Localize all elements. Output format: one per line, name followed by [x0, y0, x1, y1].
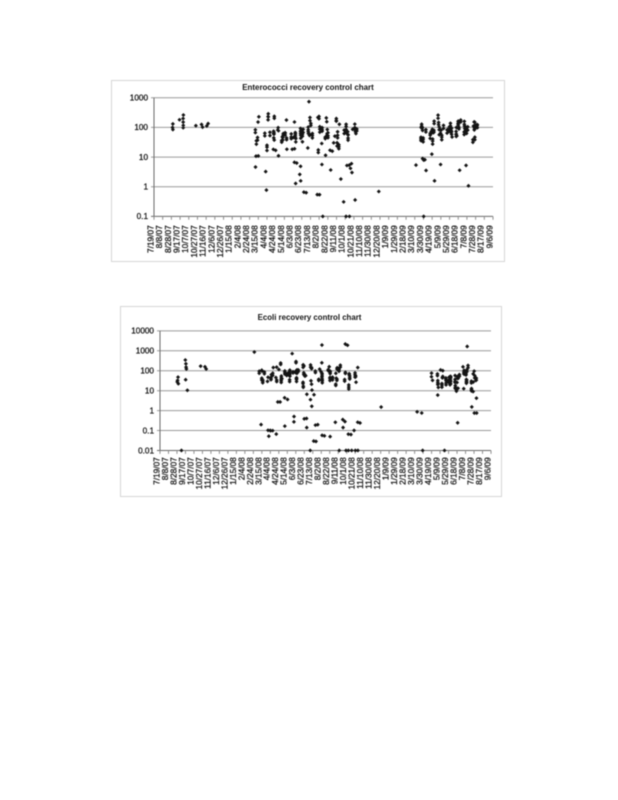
- svg-text:5/9/09: 5/9/09: [432, 225, 442, 248]
- svg-text:1: 1: [149, 406, 154, 415]
- svg-text:2/18/09: 2/18/09: [398, 457, 408, 485]
- svg-text:5/29/09: 5/29/09: [440, 457, 450, 485]
- svg-text:1: 1: [143, 183, 148, 192]
- svg-text:10/21/08: 10/21/08: [345, 225, 355, 258]
- svg-text:10/27/07: 10/27/07: [194, 457, 204, 490]
- svg-text:1/29/09: 1/29/09: [389, 457, 399, 485]
- svg-text:4/19/09: 4/19/09: [423, 457, 433, 485]
- svg-text:8/17/09: 8/17/09: [476, 225, 486, 253]
- svg-text:100: 100: [134, 123, 148, 132]
- svg-text:9/6/09: 9/6/09: [482, 457, 492, 480]
- svg-text:11/30/08: 11/30/08: [364, 457, 374, 489]
- svg-text:7/28/09: 7/28/09: [465, 457, 475, 485]
- svg-text:8/8/07: 8/8/07: [154, 225, 164, 248]
- svg-text:2/18/09: 2/18/09: [397, 225, 407, 253]
- svg-text:4/24/08: 4/24/08: [270, 457, 280, 485]
- svg-text:Enterococci recovery control c: Enterococci recovery control chart: [242, 83, 374, 92]
- svg-text:11/16/07: 11/16/07: [198, 225, 208, 257]
- svg-text:8/17/09: 8/17/09: [474, 457, 484, 485]
- svg-text:8/2/08: 8/2/08: [313, 457, 323, 480]
- svg-text:7/19/07: 7/19/07: [151, 457, 161, 485]
- svg-text:1000: 1000: [136, 347, 155, 356]
- svg-text:10/7/07: 10/7/07: [185, 457, 195, 485]
- svg-text:100: 100: [140, 367, 154, 376]
- svg-text:Ecoli recovery control chart: Ecoli recovery control chart: [258, 313, 362, 322]
- svg-text:3/15/08: 3/15/08: [253, 457, 263, 485]
- svg-text:12/26/07: 12/26/07: [215, 225, 225, 258]
- svg-text:7/8/09: 7/8/09: [457, 457, 467, 480]
- svg-text:6/18/09: 6/18/09: [448, 457, 458, 485]
- svg-text:1/15/08: 1/15/08: [224, 225, 234, 253]
- svg-text:9/17/07: 9/17/07: [171, 225, 181, 253]
- svg-text:9/6/09: 9/6/09: [484, 225, 494, 248]
- svg-text:7/19/07: 7/19/07: [145, 225, 155, 253]
- svg-text:3/30/09: 3/30/09: [415, 225, 425, 253]
- svg-text:8/8/07: 8/8/07: [160, 457, 170, 480]
- svg-text:10: 10: [139, 153, 149, 162]
- svg-text:2/24/08: 2/24/08: [241, 225, 251, 253]
- svg-text:2/24/08: 2/24/08: [245, 457, 255, 485]
- svg-text:9/11/08: 9/11/08: [328, 225, 338, 252]
- svg-text:6/3/08: 6/3/08: [287, 457, 297, 480]
- svg-text:6/23/08: 6/23/08: [293, 225, 303, 253]
- svg-text:4/24/08: 4/24/08: [267, 225, 277, 253]
- svg-text:12/6/07: 12/6/07: [206, 225, 216, 253]
- svg-text:12/26/07: 12/26/07: [219, 457, 229, 490]
- svg-text:10: 10: [145, 387, 155, 396]
- svg-text:2/4/08: 2/4/08: [232, 225, 242, 248]
- svg-text:10/7/07: 10/7/07: [180, 225, 190, 253]
- svg-text:6/18/09: 6/18/09: [450, 225, 460, 253]
- svg-text:6/23/08: 6/23/08: [296, 457, 306, 485]
- svg-text:9/17/07: 9/17/07: [177, 457, 187, 485]
- svg-text:11/30/08: 11/30/08: [363, 225, 373, 257]
- svg-text:12/20/08: 12/20/08: [372, 457, 382, 490]
- svg-text:3/10/09: 3/10/09: [406, 225, 416, 253]
- svg-text:5/14/08: 5/14/08: [276, 225, 286, 253]
- svg-text:10/1/08: 10/1/08: [338, 457, 348, 485]
- svg-text:8/22/08: 8/22/08: [321, 457, 331, 485]
- svg-text:7/13/08: 7/13/08: [302, 225, 312, 253]
- svg-text:3/10/09: 3/10/09: [406, 457, 416, 485]
- svg-text:5/29/09: 5/29/09: [441, 225, 451, 253]
- svg-text:12/20/08: 12/20/08: [371, 225, 381, 258]
- svg-text:5/9/09: 5/9/09: [431, 457, 441, 480]
- svg-text:8/2/08: 8/2/08: [311, 225, 321, 248]
- svg-text:4/4/08: 4/4/08: [262, 457, 272, 480]
- svg-text:1/9/09: 1/9/09: [380, 225, 390, 248]
- svg-text:9/11/08: 9/11/08: [330, 457, 340, 484]
- svg-text:8/28/07: 8/28/07: [163, 225, 173, 253]
- svg-text:12/6/07: 12/6/07: [211, 457, 221, 485]
- svg-text:10/1/08: 10/1/08: [337, 225, 347, 253]
- svg-text:7/28/09: 7/28/09: [467, 225, 477, 253]
- svg-text:4/19/09: 4/19/09: [424, 225, 434, 253]
- svg-text:0.1: 0.1: [143, 426, 155, 435]
- svg-text:7/13/08: 7/13/08: [304, 457, 314, 485]
- svg-text:11/10/08: 11/10/08: [355, 457, 365, 489]
- svg-text:1/9/09: 1/9/09: [381, 457, 391, 480]
- svg-text:8/28/07: 8/28/07: [168, 457, 178, 485]
- svg-text:6/3/08: 6/3/08: [284, 225, 294, 248]
- svg-text:3/30/09: 3/30/09: [415, 457, 425, 485]
- svg-text:1/15/08: 1/15/08: [228, 457, 238, 485]
- svg-text:1000: 1000: [130, 94, 149, 103]
- svg-text:10/21/08: 10/21/08: [347, 457, 357, 490]
- svg-text:3/15/08: 3/15/08: [250, 225, 260, 253]
- svg-text:4/4/08: 4/4/08: [258, 225, 268, 248]
- svg-text:1/29/09: 1/29/09: [389, 225, 399, 253]
- svg-text:11/16/07: 11/16/07: [202, 457, 212, 489]
- svg-text:7/8/09: 7/8/09: [458, 225, 468, 248]
- svg-text:10/27/07: 10/27/07: [189, 225, 199, 258]
- svg-text:11/10/08: 11/10/08: [354, 225, 364, 257]
- svg-text:2/4/08: 2/4/08: [236, 457, 246, 480]
- svg-text:10000: 10000: [131, 327, 154, 336]
- svg-text:5/14/08: 5/14/08: [279, 457, 289, 485]
- svg-text:0.1: 0.1: [137, 212, 149, 221]
- svg-text:8/22/08: 8/22/08: [319, 225, 329, 253]
- svg-text:0.01: 0.01: [138, 446, 154, 455]
